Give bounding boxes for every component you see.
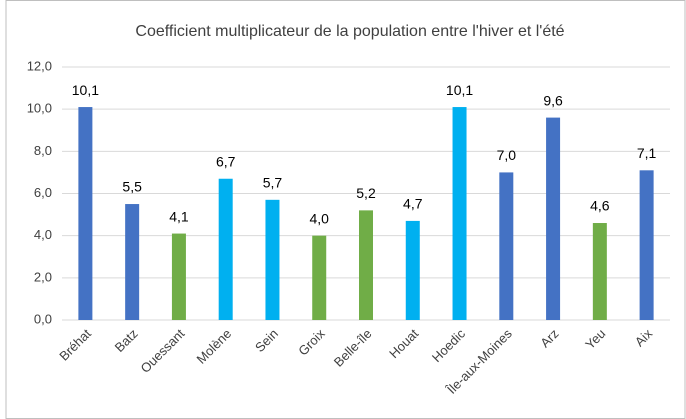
- y-tick-label: 10,0: [27, 101, 52, 116]
- bar: [546, 117, 561, 320]
- y-tick-label: 6,0: [34, 185, 52, 200]
- data-label: 4,1: [169, 208, 189, 224]
- y-tick-label: 4,0: [34, 227, 52, 242]
- bar: [499, 172, 514, 320]
- data-label: 4,0: [309, 210, 329, 226]
- bar: [639, 170, 654, 320]
- bar: [265, 199, 280, 320]
- data-label: 9,6: [543, 92, 563, 108]
- data-label: 7,0: [497, 147, 517, 163]
- data-label: 5,7: [263, 175, 283, 191]
- data-label: 5,2: [356, 185, 376, 201]
- data-label: 5,5: [122, 179, 142, 195]
- y-tick-label: 2,0: [34, 269, 52, 284]
- data-label: 10,1: [446, 82, 473, 98]
- bar: [359, 210, 373, 320]
- data-label: 4,6: [590, 198, 610, 214]
- data-label: 4,7: [403, 196, 423, 212]
- bar: [405, 220, 420, 320]
- bar: [312, 235, 327, 320]
- chart-title: Coefficient multiplicateur de la populat…: [135, 23, 564, 40]
- y-tick-label: 12,0: [27, 58, 52, 73]
- bar: [125, 204, 140, 320]
- chart-frame: [5, 0, 686, 419]
- y-tick-label: 8,0: [34, 143, 52, 158]
- bar: [452, 107, 467, 320]
- data-label: 10,1: [72, 82, 99, 98]
- bar: [218, 178, 233, 320]
- data-label: 6,7: [216, 153, 236, 169]
- bar: [592, 223, 607, 320]
- bar: [171, 233, 186, 320]
- y-tick-label: 0,0: [34, 311, 52, 326]
- data-label: 7,1: [637, 145, 657, 161]
- bar: [78, 107, 93, 320]
